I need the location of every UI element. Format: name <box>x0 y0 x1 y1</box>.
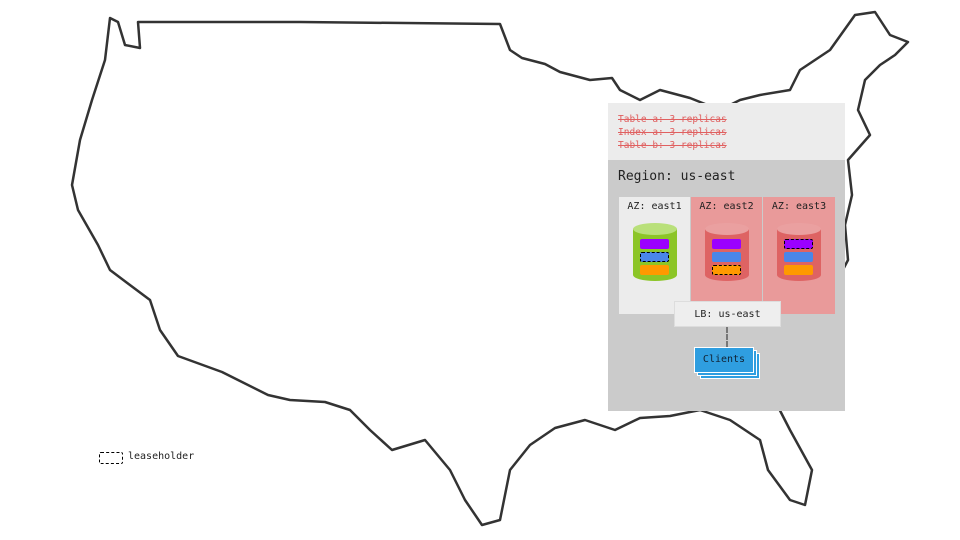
range-purple <box>640 239 669 249</box>
range-orange-leaseholder <box>712 265 741 275</box>
region-label: Region: us-east <box>618 169 736 184</box>
connector-line <box>726 327 728 347</box>
struck-line-table-b: Table b: 3 replicas <box>618 140 727 151</box>
struck-line-index-a: Index a: 3 replicas <box>618 127 727 138</box>
az-east3: AZ: east3 <box>763 197 835 314</box>
range-orange <box>784 265 813 275</box>
replica-config-panel: Table a: 3 replicas Index a: 3 replicas … <box>608 103 845 160</box>
range-purple <box>712 239 741 249</box>
range-blue-leaseholder <box>640 252 669 262</box>
range-purple-leaseholder <box>784 239 813 249</box>
range-orange <box>640 265 669 275</box>
legend-label: leaseholder <box>128 451 195 462</box>
az-label: AZ: east3 <box>771 201 827 212</box>
database-cylinder-icon <box>633 223 677 281</box>
database-cylinder-icon <box>777 223 821 281</box>
struck-line-table-a: Table a: 3 replicas <box>618 114 727 125</box>
az-label: AZ: east2 <box>699 201 754 212</box>
az-east2: AZ: east2 <box>691 197 762 314</box>
load-balancer: LB: us-east <box>674 301 781 327</box>
leaseholder-legend-icon <box>99 452 123 464</box>
database-cylinder-icon <box>705 223 749 281</box>
az-east1: AZ: east1 <box>619 197 690 314</box>
clients-box: Clients <box>694 347 754 373</box>
az-label: AZ: east1 <box>627 201 682 212</box>
range-blue <box>712 252 741 262</box>
range-blue <box>784 252 813 262</box>
